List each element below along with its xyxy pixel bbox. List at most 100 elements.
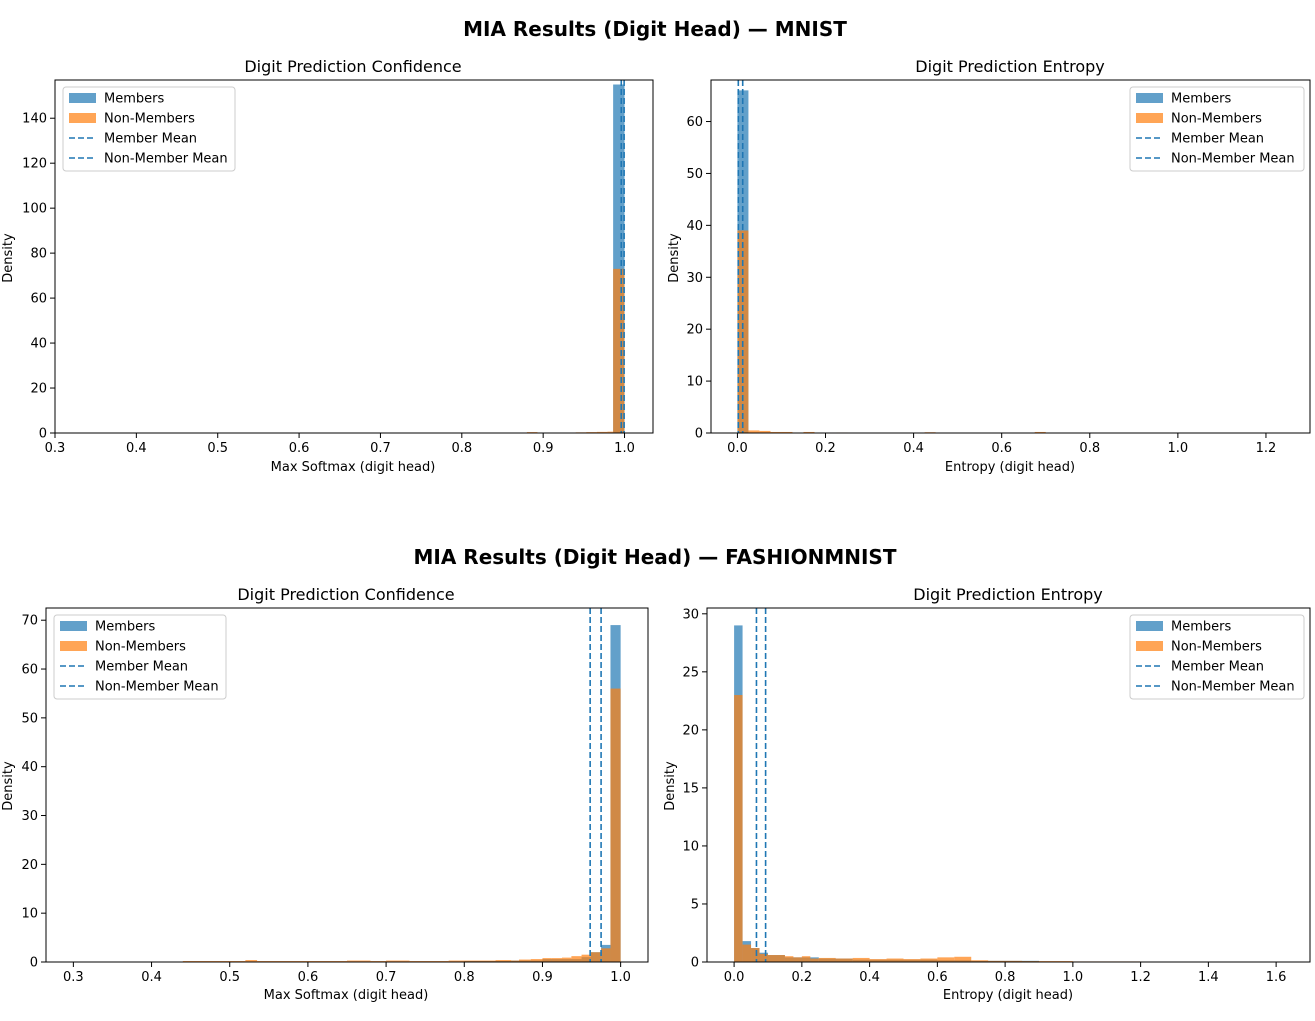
y-tick-label: 50: [686, 167, 703, 182]
member-mean-legend-label: Member Mean: [95, 660, 188, 675]
y-tick-label: 5: [691, 897, 699, 912]
x-tick-label: 0.4: [859, 970, 880, 985]
legend-box: [62, 86, 236, 172]
non-member-bar: [737, 230, 749, 433]
non-member-bar: [793, 957, 802, 962]
y-axis-label: Density: [1, 233, 16, 283]
non-member-bar: [386, 960, 410, 962]
non-member-bar: [551, 958, 562, 962]
x-tick-label: 0.8: [1079, 441, 1100, 456]
x-tick-label: 0.5: [207, 441, 228, 456]
panel-mnist-confidence: Digit Prediction Confidence Max Softmax …: [1, 57, 654, 475]
panel-mnist-entropy: Digit Prediction Entropy Entropy (digit …: [667, 57, 1311, 475]
y-tick-label: 0: [695, 427, 703, 442]
x-tick-label: 0.8: [995, 970, 1016, 985]
non-member-bar: [818, 957, 836, 962]
non-member-bar: [852, 957, 870, 962]
plot-area: 0.0 0.2 0.4 0.6 0.8 1.0 1.2 1.4 1.6 0 5 10 15 20 25 30 M…: [682, 607, 1311, 985]
y-tick-label: 70: [21, 614, 38, 629]
member-legend-swatch: [60, 621, 87, 631]
legend-box: [1129, 86, 1305, 172]
axes-frame: [54, 79, 654, 434]
non-member-bar: [590, 952, 602, 962]
non-member-bar: [347, 960, 371, 962]
non-member-bar: [835, 958, 853, 962]
y-tick-label: 10: [686, 375, 703, 390]
non-member-bar: [803, 431, 815, 433]
legend: Members Non-Members Member Mean Non-Member …: [1129, 86, 1305, 172]
member-bar: [613, 84, 625, 433]
non-member-bar: [581, 954, 591, 962]
y-tick-label: 50: [21, 711, 38, 726]
plot-area: 0.3 0.4 0.5 0.6 0.7 0.8 0.9 1.0 0 20 40 60 80 100 120 1…: [22, 79, 654, 456]
legend: Members Non-Members Member Mean Non-Member …: [62, 86, 236, 172]
x-tick-label: 0.0: [724, 970, 745, 985]
y-axis-label: Density: [1, 761, 16, 811]
non-member-bar: [511, 960, 519, 962]
x-tick-label: 0.8: [451, 441, 472, 456]
plot-area: 0.0 0.2 0.4 0.6 0.8 1.0 1.2 0 10 20 30 40 50 60 Member…: [686, 79, 1311, 456]
member-legend-swatch: [1136, 621, 1163, 631]
non-member-legend-swatch: [1136, 113, 1163, 123]
non-member-bar: [920, 958, 938, 962]
plot-area: 0.3 0.4 0.5 0.6 0.7 0.8 0.9 1.0 0 10 20 30 40 50 60 70 M…: [21, 607, 649, 985]
axes-frame: [45, 607, 649, 963]
non-member-legend-swatch: [1136, 641, 1163, 651]
non-member-bar: [542, 958, 552, 962]
x-tick-label: 0.5: [219, 970, 240, 985]
x-tick-label: 0.6: [927, 970, 948, 985]
x-axis-label: Entropy (digit head): [943, 988, 1073, 1003]
x-axis-label: Max Softmax (digit head): [271, 460, 436, 475]
y-tick-label: 20: [682, 723, 699, 738]
non-member-bar: [601, 948, 611, 962]
y-tick-label: 40: [686, 219, 703, 234]
non-member-bar: [607, 431, 614, 433]
y-tick-label: 60: [30, 292, 47, 307]
non-member-bar: [596, 431, 608, 433]
x-tick-label: 0.7: [376, 970, 397, 985]
y-tick-label: 25: [682, 665, 699, 680]
legend: Members Non-Members Member Mean Non-Member …: [53, 614, 227, 700]
x-tick-label: 1.2: [1130, 970, 1151, 985]
x-tick-label: 1.0: [1063, 970, 1084, 985]
legend-box: [53, 614, 227, 700]
x-tick-label: 1.6: [1266, 970, 1287, 985]
y-tick-label: 0: [39, 427, 47, 442]
non-member-bar: [971, 960, 989, 962]
x-tick-label: 0.9: [533, 441, 554, 456]
member-mean-legend-label: Member Mean: [104, 132, 197, 147]
non-member-bar: [751, 948, 760, 962]
panel-fashionmnist-entropy: Digit Prediction Entropy Entropy (digit …: [663, 585, 1311, 1003]
y-tick-label: 120: [22, 157, 47, 172]
non-member-bar: [937, 957, 955, 962]
non-member-bar: [759, 953, 768, 962]
y-tick-label: 20: [686, 323, 703, 338]
member-legend-label: Members: [104, 92, 164, 107]
y-tick-label: 20: [30, 382, 47, 397]
x-tick-label: 0.3: [63, 970, 84, 985]
x-tick-label: 0.4: [126, 441, 147, 456]
x-tick-label: 1.2: [1256, 441, 1277, 456]
member-legend-label: Members: [95, 620, 155, 635]
non-member-bar: [562, 957, 572, 962]
non-member-bar: [767, 955, 777, 962]
non-member-bar: [784, 956, 794, 962]
non-member-bar: [759, 430, 771, 433]
non-member-legend-label: Non-Members: [1171, 112, 1262, 127]
member-mean-legend-label: Member Mean: [1171, 660, 1264, 675]
panel-title: Digit Prediction Entropy: [913, 585, 1102, 604]
y-tick-label: 15: [682, 781, 699, 796]
non-member-mean-legend-label: Non-Member Mean: [104, 152, 228, 167]
x-tick-label: 0.4: [903, 441, 924, 456]
non-member-bar: [734, 695, 743, 962]
non-member-bar: [810, 958, 819, 962]
y-tick-label: 0: [30, 956, 38, 971]
y-tick-label: 80: [30, 247, 47, 262]
panel-title: Digit Prediction Confidence: [244, 57, 461, 76]
non-member-bar: [519, 959, 531, 962]
non-member-bar: [954, 956, 972, 962]
non-member-mean-legend-label: Non-Member Mean: [1171, 152, 1295, 167]
non-member-bar: [776, 955, 785, 962]
non-member-bar: [903, 959, 921, 962]
